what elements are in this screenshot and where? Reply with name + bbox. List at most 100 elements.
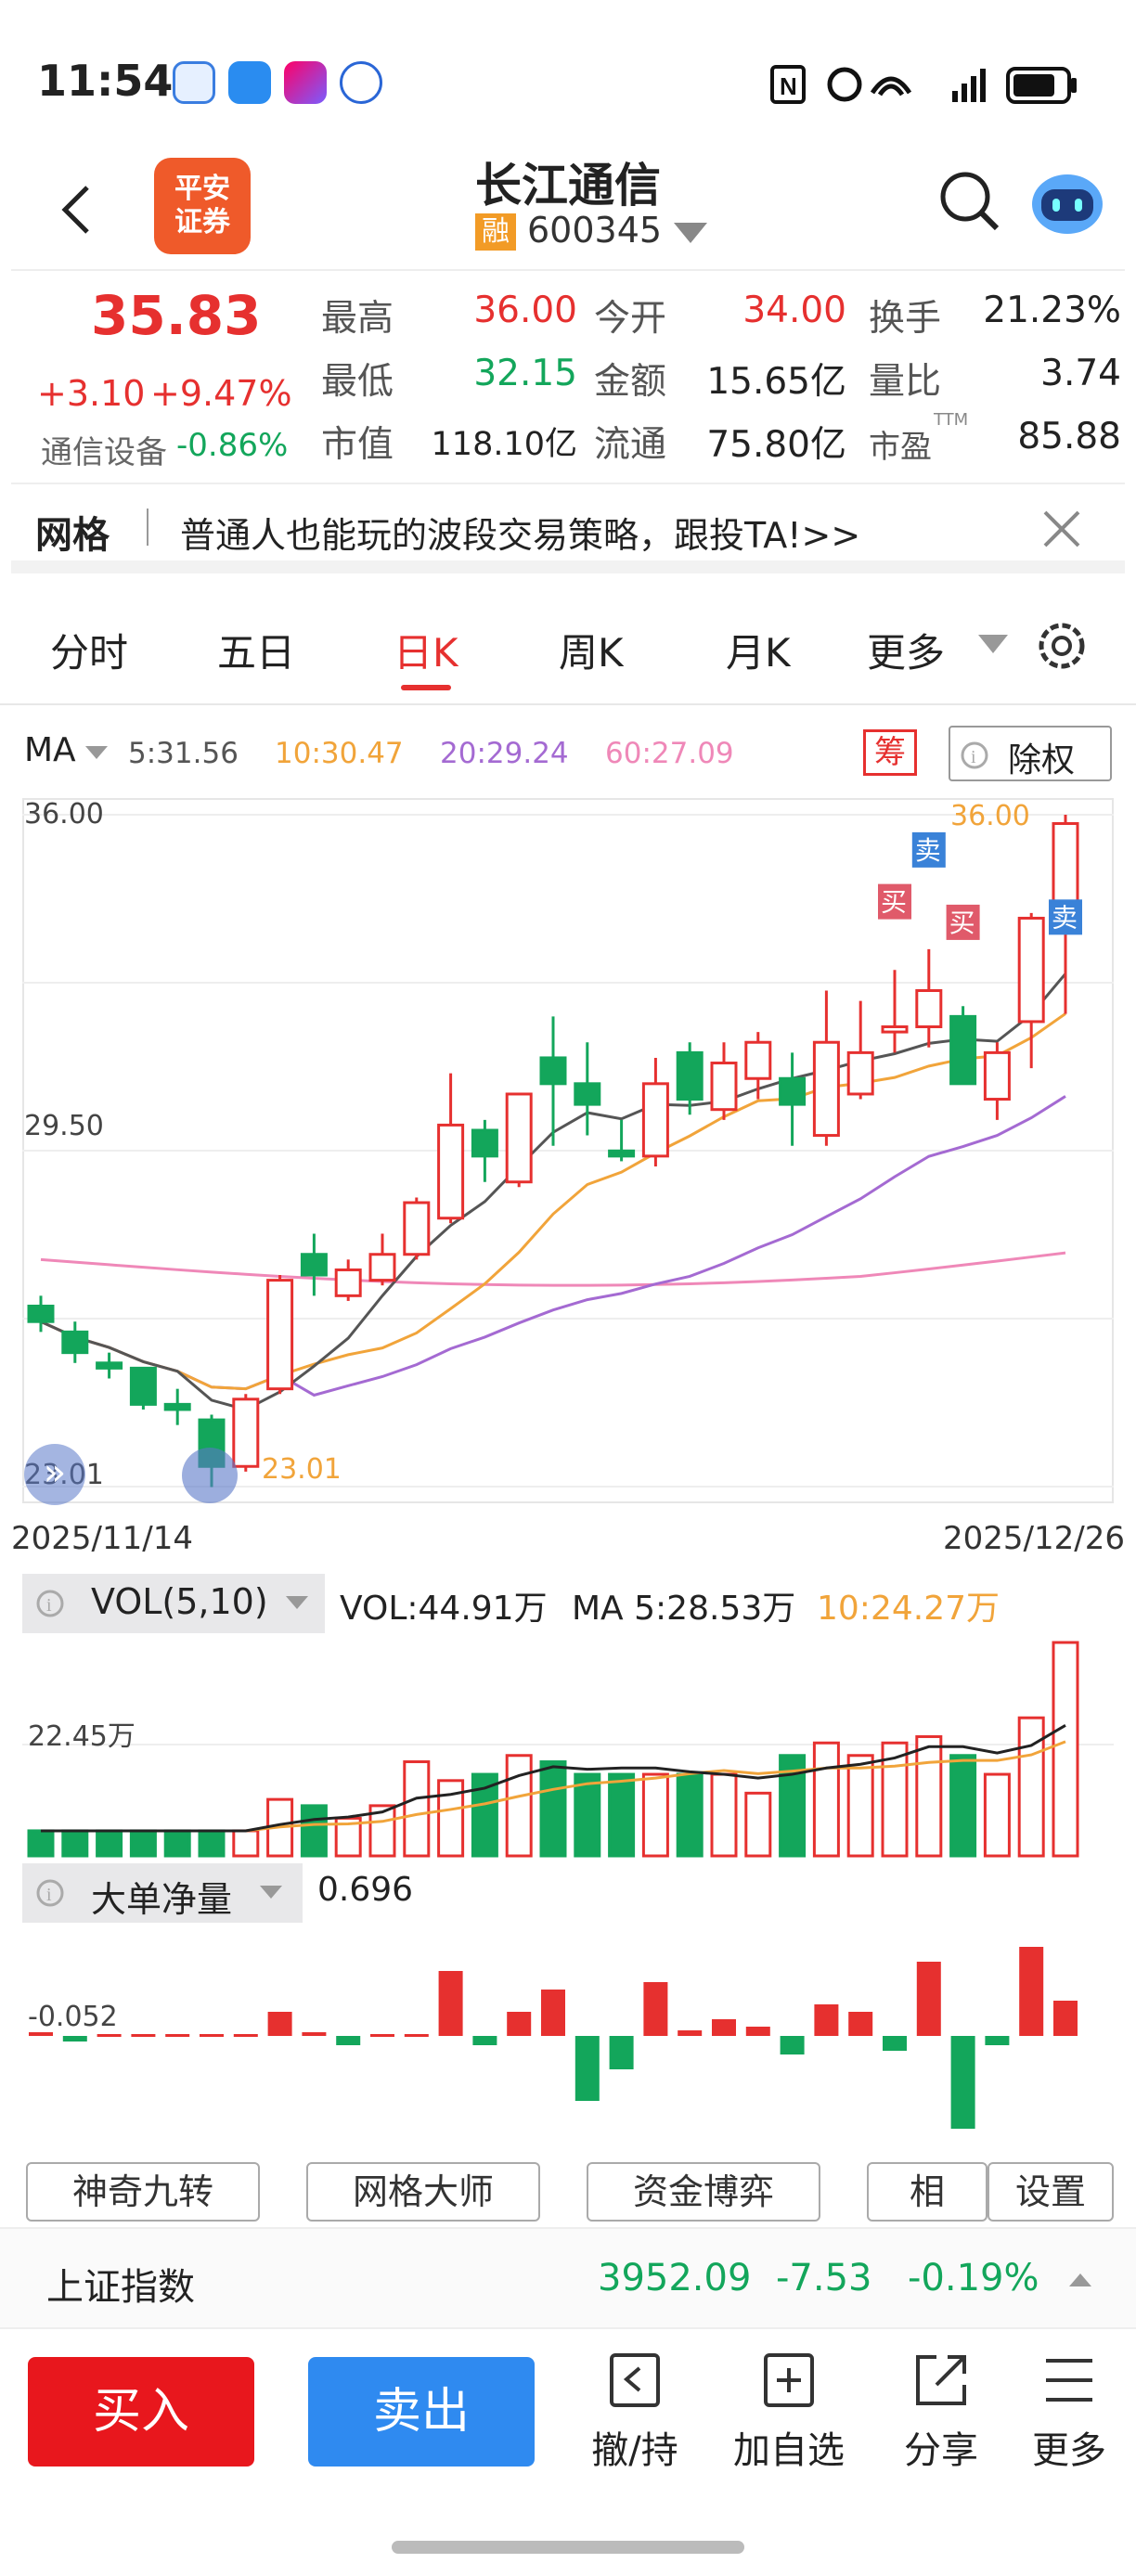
float-value: 75.80亿 (706, 424, 846, 466)
indicator-tab-4[interactable]: 相 (867, 2162, 988, 2222)
high-value: 36.00 (473, 290, 577, 331)
exright-button[interactable]: i 除权 (949, 726, 1112, 781)
chevron-up-icon[interactable] (1069, 2273, 1091, 2288)
back-icon[interactable] (58, 182, 95, 238)
volume-bar (505, 1754, 533, 1858)
open-value: 34.00 (742, 290, 846, 331)
bigorder-bar (1053, 2001, 1078, 2036)
code-dropdown-icon[interactable] (674, 223, 707, 245)
tab-5day[interactable]: 五日 (217, 630, 296, 676)
svg-text:i: i (46, 1885, 52, 1905)
tab-intraday[interactable]: 分时 (50, 630, 129, 676)
margin-badge: 融 (475, 213, 516, 251)
kline-overlay-icon[interactable] (182, 1448, 238, 1503)
candle-body (915, 988, 943, 1029)
tab-daily-k[interactable]: 日K (394, 630, 458, 676)
volume-bar (881, 1741, 909, 1858)
sector-name: 通信设备 (41, 434, 167, 471)
candle-body (300, 1253, 328, 1277)
tab-weekly-k[interactable]: 周K (559, 630, 624, 676)
bigorder-chart (29, 1947, 1078, 2129)
bigorder-bar (950, 2036, 975, 2129)
assistant-robot-icon[interactable] (1028, 161, 1106, 239)
min-price-mark: 23.01 (262, 1453, 342, 1486)
status-icons: N (770, 65, 1077, 104)
volratio-label: 量比 (869, 361, 942, 403)
bigorder-bar (200, 2034, 224, 2037)
notification-icon-4 (340, 61, 382, 104)
bigorder-bar (848, 2012, 873, 2036)
share-button[interactable]: 分享 (876, 2348, 1006, 2474)
float-label: 流通 (594, 424, 667, 466)
sell-signal-mark: 卖 (1049, 899, 1082, 935)
info-icon: i (961, 741, 988, 769)
candle-body (744, 1040, 772, 1080)
candle-body (96, 1361, 123, 1370)
more-dropdown-icon[interactable] (978, 635, 1008, 655)
vol-indicator-selector[interactable]: i VOL(5,10) (22, 1574, 325, 1633)
status-bar: 11:54 N (0, 0, 1136, 158)
stock-header: 平安 证券 长江通信 融 600345 (0, 148, 1136, 269)
volume-bar (198, 1829, 226, 1858)
vol-dropdown-icon (286, 1596, 308, 1609)
tab-monthly-k[interactable]: 月K (726, 630, 791, 676)
bigorder-bar (438, 1971, 463, 2036)
volume-chart (22, 1641, 1114, 1858)
bigorder-indicator-selector[interactable]: i 大单净量 (22, 1863, 303, 1923)
sell-signal-mark: 卖 (911, 831, 946, 868)
ma-label[interactable]: MA (24, 731, 76, 769)
tab-more[interactable]: 更多 (867, 630, 946, 676)
candle-body (163, 1402, 191, 1411)
candle-body (812, 1040, 840, 1138)
bigorder-bar (712, 2019, 736, 2036)
bigorder-bar (643, 1982, 668, 2036)
candle-body (641, 1082, 669, 1158)
bigorder-bar (29, 2032, 53, 2036)
volume-bar (1052, 1641, 1079, 1858)
more-button[interactable]: 更多 (1004, 2348, 1134, 2474)
indicator-tab-2[interactable]: 网格大师 (306, 2162, 540, 2222)
buy-button[interactable]: 买入 (28, 2357, 254, 2467)
max-price-mark: 36.00 (950, 800, 1030, 832)
search-icon[interactable] (937, 169, 1002, 234)
ma10-value: 10:30.47 (275, 737, 404, 770)
turnover-value: 21.23% (983, 290, 1121, 331)
volume-bar (574, 1772, 601, 1858)
volume-bar (641, 1772, 669, 1858)
volume-bar (300, 1804, 328, 1858)
kline-chart: 买卖买卖 (22, 814, 1114, 1488)
ma10-line (40, 1012, 1066, 1391)
price-change: +3.10 (37, 373, 146, 414)
expand-left-icon[interactable]: » (24, 1444, 85, 1505)
bigorder-bar (370, 2034, 394, 2037)
price-change-pct: +9.47% (150, 373, 292, 414)
bigorder-bar (404, 2034, 429, 2037)
indicator-tab-1[interactable]: 神奇九转 (26, 2162, 260, 2222)
broker-logo[interactable]: 平安 证券 (154, 158, 251, 254)
ma-dropdown-icon[interactable] (85, 746, 108, 761)
add-watchlist-button[interactable]: 加自选 (724, 2348, 854, 2474)
ma60-value: 60:27.09 (605, 737, 734, 770)
gear-icon[interactable] (1032, 616, 1091, 676)
home-indicator (392, 2541, 744, 2554)
bigorder-bar (916, 1962, 941, 2036)
undo-hold-button[interactable]: 撤/持 (570, 2348, 700, 2474)
ma60-line (40, 1251, 1066, 1287)
indicator-tab-3[interactable]: 资金博弈 (587, 2162, 820, 2222)
candle-body (676, 1050, 704, 1101)
chip-distribution-button[interactable]: 筹 (863, 729, 917, 776)
sell-button[interactable]: 卖出 (308, 2357, 535, 2467)
more-label: 更多 (1032, 2429, 1106, 2472)
index-pct: -0.19% (908, 2257, 1039, 2299)
bigorder-bar (336, 2036, 361, 2045)
share-icon (916, 2355, 966, 2405)
bigorder-bar (609, 2036, 634, 2069)
candle-body (779, 1076, 807, 1106)
indicator-settings[interactable]: 设置 (988, 2162, 1114, 2222)
index-ticker[interactable]: 上证指数 3952.09 -7.53 -0.19% (0, 2227, 1136, 2329)
bigorder-bar (507, 2012, 532, 2036)
close-icon[interactable] (1041, 509, 1082, 549)
svg-text:买: 买 (949, 908, 975, 938)
promo-banner[interactable]: 网格 普通人也能玩的波段交易策略，跟投TA!>> (11, 483, 1125, 573)
